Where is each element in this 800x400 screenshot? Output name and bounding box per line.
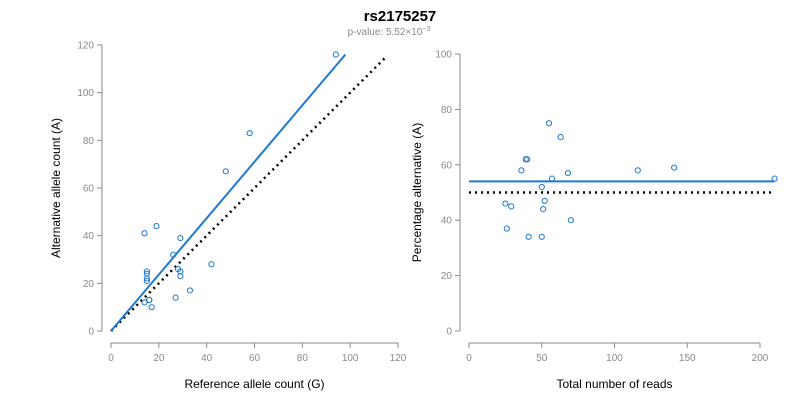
- left-y-axis-label: Alternative allele count (A): [49, 118, 63, 258]
- y-tick-label: 80: [441, 105, 453, 116]
- data-point: [567, 217, 574, 224]
- data-point: [557, 134, 564, 141]
- left-x-axis-label: Reference allele count (G): [184, 377, 324, 391]
- data-point: [146, 296, 153, 304]
- data-point: [518, 167, 525, 174]
- pvalue-exponent: −3: [422, 26, 430, 33]
- data-point: [525, 233, 532, 240]
- x-tick-label: 100: [342, 353, 359, 364]
- data-point: [177, 234, 184, 242]
- x-tick-label: 200: [752, 353, 769, 364]
- y-tick-label: 100: [435, 50, 452, 61]
- data-point: [143, 268, 150, 275]
- y-tick-label: 120: [77, 41, 94, 52]
- data-point: [548, 175, 556, 182]
- y-tick-label: 40: [441, 216, 453, 227]
- x-tick-label: 150: [679, 353, 696, 364]
- y-tick-label: 0: [446, 327, 452, 338]
- data-point: [503, 225, 510, 232]
- pvalue-subtitle: p-value: 5.52×10−3: [348, 26, 431, 38]
- data-point: [508, 203, 515, 210]
- data-point: [186, 287, 194, 294]
- data-point: [148, 304, 155, 311]
- x-tick-label: 0: [108, 353, 114, 364]
- x-tick-label: 20: [153, 353, 165, 364]
- data-point: [524, 156, 531, 163]
- y-tick-label: 60: [83, 184, 95, 195]
- y-tick-label: 20: [441, 271, 453, 282]
- data-point: [222, 168, 229, 175]
- data-point: [170, 251, 177, 258]
- x-tick-label: 60: [249, 353, 261, 364]
- data-point: [771, 175, 778, 182]
- y-tick-label: 100: [77, 88, 94, 99]
- left-reference-line: [110, 56, 387, 332]
- data-point: [332, 51, 339, 58]
- data-point: [172, 294, 179, 301]
- data-point: [634, 167, 641, 174]
- y-tick-label: 80: [83, 136, 95, 147]
- data-point: [671, 164, 678, 171]
- data-point: [208, 261, 215, 268]
- right-y-axis-label: Percentage alternative (A): [410, 123, 424, 262]
- y-tick-label: 40: [83, 231, 95, 242]
- y-tick-label: 60: [441, 160, 453, 171]
- data-point: [538, 233, 545, 240]
- data-point: [538, 183, 545, 191]
- right-scatter-panel: 0 20 40 60 80 100 0 50 100 150 200 Total number of …: [410, 50, 778, 391]
- left-scatter-panel: 0 20 40 60 80 100 120 0 20 40 60 80 100 120 Reference …: [49, 41, 407, 392]
- data-point: [141, 299, 148, 306]
- x-tick-label: 120: [390, 353, 407, 364]
- y-tick-label: 0: [88, 327, 94, 338]
- data-point: [545, 120, 553, 127]
- data-point: [153, 223, 160, 230]
- data-point: [564, 170, 572, 177]
- chart-title: rs2175257: [364, 8, 437, 25]
- x-tick-label: 40: [201, 353, 213, 364]
- x-tick-label: 100: [606, 353, 623, 364]
- x-tick-label: 50: [536, 353, 548, 364]
- x-tick-label: 80: [297, 353, 309, 364]
- pvalue-label: p-value: 5.52×10: [348, 27, 423, 38]
- data-point: [502, 200, 509, 207]
- data-point: [177, 273, 184, 280]
- x-tick-label: 0: [466, 353, 472, 364]
- data-point: [143, 275, 150, 282]
- data-point: [141, 230, 148, 237]
- left-fit-line: [110, 53, 347, 332]
- y-tick-label: 20: [83, 279, 95, 290]
- right-x-axis-label: Total number of reads: [556, 377, 672, 391]
- data-point: [540, 206, 547, 213]
- data-point: [541, 197, 548, 204]
- data-point: [143, 277, 150, 285]
- data-point: [246, 130, 253, 137]
